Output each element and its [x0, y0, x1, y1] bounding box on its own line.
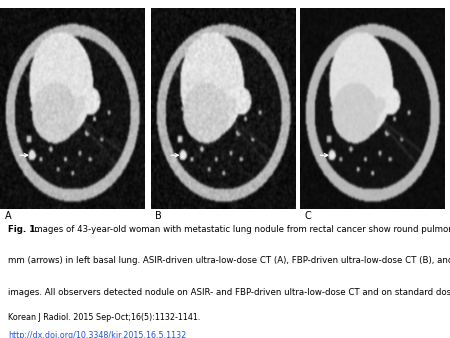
Text: images. All observers detected nodule on ASIR- and FBP-driven ultra-low-dose CT : images. All observers detected nodule on…	[8, 288, 450, 297]
Text: mm (arrows) in left basal lung. ASIR-driven ultra-low-dose CT (A), FBP-driven ul: mm (arrows) in left basal lung. ASIR-dri…	[8, 257, 450, 265]
Text: Images of 43-year-old woman with metastatic lung nodule from rectal cancer show : Images of 43-year-old woman with metasta…	[29, 225, 450, 234]
Text: A: A	[4, 211, 11, 221]
Text: C: C	[305, 211, 311, 221]
Text: http://dx.doi.org/10.3348/kjr.2015.16.5.1132: http://dx.doi.org/10.3348/kjr.2015.16.5.…	[8, 331, 186, 338]
Text: Fig. 1.: Fig. 1.	[8, 225, 39, 234]
Text: B: B	[155, 211, 162, 221]
Text: Korean J Radiol. 2015 Sep-Oct;16(5):1132-1141.: Korean J Radiol. 2015 Sep-Oct;16(5):1132…	[8, 313, 201, 322]
